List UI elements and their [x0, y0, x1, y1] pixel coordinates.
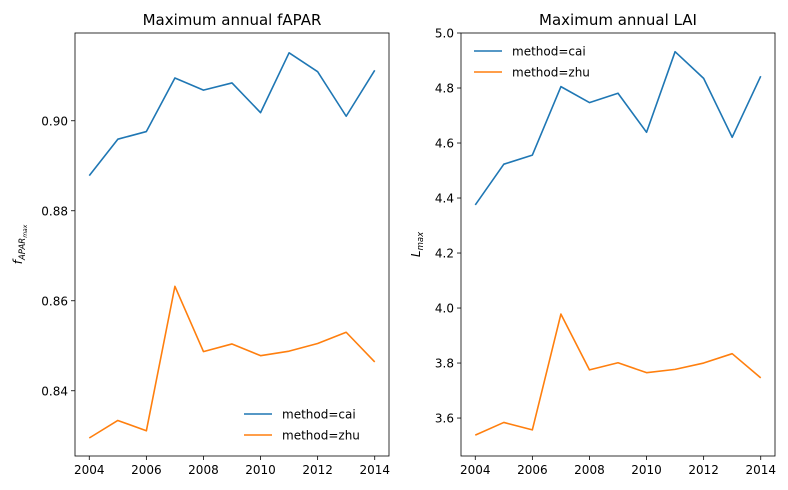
y-axis-label: Lmax: [409, 231, 426, 257]
axes-frame: [74, 32, 390, 457]
y-axis-label: fAPARmax: [11, 224, 29, 264]
y-tick-label: 0.86: [41, 294, 68, 308]
y-tick-label: 4.8: [435, 82, 454, 96]
y-tick-label: 5.0: [435, 27, 454, 41]
x-tick-label: 2008: [574, 463, 605, 477]
y-tick-label: 4.4: [435, 192, 454, 206]
legend: method=cai method=zhu: [474, 45, 590, 80]
y-tick-label: 4.0: [435, 302, 454, 316]
x-tick-label: 2008: [188, 463, 219, 477]
series-line-method-zhu: [88, 285, 376, 439]
series-line-method-zhu: [474, 313, 762, 436]
chart-panel-2: 2004 2006 2008 2010 2012 2014 3.6 3.8 4.0 4.2 4.4 4…: [409, 11, 776, 477]
series-line-method-cai: [474, 50, 762, 206]
y-tick-label: 0.90: [41, 114, 68, 128]
chart-panel-1: 2004 2006 2008 2010 2012 2014 0.84 0.86 0.88 0.90…: [11, 11, 390, 477]
series-line-method-cai: [88, 51, 376, 177]
x-tick-label: 2014: [745, 463, 776, 477]
x-tick-label: 2006: [131, 463, 162, 477]
y-axis-label-main: f: [11, 258, 25, 264]
y-axis-label-sub: max: [416, 231, 426, 250]
legend: method=cai method=zhu: [244, 408, 360, 443]
x-tick-label: 2012: [688, 463, 719, 477]
y-tick-label: 4.2: [435, 247, 454, 261]
y-axis-label-sub: APAR: [18, 238, 28, 261]
x-tick-label: 2004: [460, 463, 491, 477]
y-tick-label: 4.6: [435, 137, 454, 151]
y-axis-label-subsub: max: [22, 224, 29, 238]
x-tick-label: 2004: [74, 463, 105, 477]
chart-title: Maximum annual LAI: [539, 11, 697, 29]
axes-frame: [460, 32, 776, 457]
y-tick-label: 0.84: [41, 384, 68, 398]
y-tick-label: 3.6: [435, 412, 454, 426]
y-tick-label: 3.8: [435, 357, 454, 371]
x-tick-label: 2010: [631, 463, 662, 477]
x-tick-label: 2006: [517, 463, 548, 477]
x-tick-label: 2014: [359, 463, 390, 477]
chart-title: Maximum annual fAPAR: [143, 11, 322, 29]
y-tick-label: 0.88: [41, 204, 68, 218]
legend-label: method=cai: [282, 408, 356, 422]
x-tick-label: 2010: [245, 463, 276, 477]
legend-label: method=zhu: [282, 429, 360, 443]
x-tick-label: 2012: [302, 463, 333, 477]
legend-label: method=zhu: [512, 66, 590, 80]
y-axis-label-main: L: [409, 250, 423, 257]
legend-label: method=cai: [512, 45, 586, 59]
